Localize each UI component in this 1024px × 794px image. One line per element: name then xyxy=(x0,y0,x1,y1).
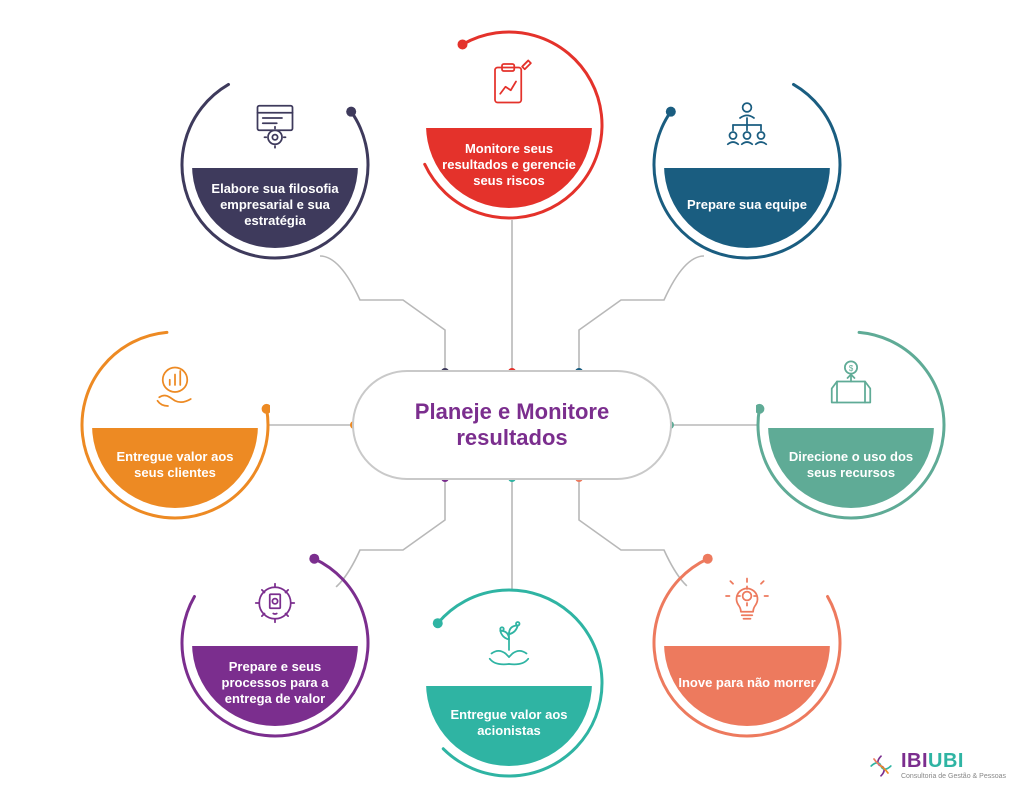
node-inner: Entregue valor aos seus clientes xyxy=(92,342,258,508)
browser-gear-icon xyxy=(192,82,358,168)
hands-plant-icon xyxy=(426,600,592,686)
logo-name: IBIUBI xyxy=(901,751,1006,771)
clipboard-chart-icon xyxy=(426,42,592,128)
svg-text:$: $ xyxy=(849,364,854,373)
node-processes: Prepare e seus processos para a entrega … xyxy=(180,548,370,738)
node-label: Monitore seus resultados e gerencie seus… xyxy=(426,128,592,208)
node-inner: Prepare sua equipe xyxy=(664,82,830,248)
diagram-stage: Planeje e Monitore resultados Elabore su… xyxy=(0,0,1024,794)
node-label: Prepare sua equipe xyxy=(664,168,830,248)
node-label: Entregue valor aos acionistas xyxy=(426,686,592,766)
node-resources: $ Direcione o uso dos seus recursos xyxy=(756,330,946,520)
logo: IBIUBI Consultoria de Gestão & Pessoas xyxy=(867,751,1006,780)
box-coin-icon: $ xyxy=(768,342,934,428)
node-inner: Entregue valor aos acionistas xyxy=(426,600,592,766)
node-inner: Inove para não morrer xyxy=(664,560,830,726)
node-philosophy: Elabore sua filosofia empresarial e sua … xyxy=(180,70,370,260)
node-clients: Entregue valor aos seus clientes xyxy=(80,330,270,520)
hand-chart-icon xyxy=(92,342,258,428)
logo-mark-icon xyxy=(867,752,895,780)
center-title: Planeje e Monitore resultados xyxy=(378,399,646,452)
node-team: Prepare sua equipe xyxy=(652,70,842,260)
node-inner: Monitore seus resultados e gerencie seus… xyxy=(426,42,592,208)
node-innovate: Inove para não morrer xyxy=(652,548,842,738)
node-inner: Elabore sua filosofia empresarial e sua … xyxy=(192,82,358,248)
node-label: Direcione o uso dos seus recursos xyxy=(768,428,934,508)
node-label: Inove para não morrer xyxy=(664,646,830,726)
center-hub: Planeje e Monitore resultados xyxy=(352,370,672,480)
doc-gear-bulb-icon xyxy=(192,560,358,646)
bulb-gear-icon xyxy=(664,560,830,646)
node-label: Prepare e seus processos para a entrega … xyxy=(192,646,358,726)
logo-tagline: Consultoria de Gestão & Pessoas xyxy=(901,773,1006,780)
node-label: Entregue valor aos seus clientes xyxy=(92,428,258,508)
node-label: Elabore sua filosofia empresarial e sua … xyxy=(192,168,358,248)
node-inner: Prepare e seus processos para a entrega … xyxy=(192,560,358,726)
node-monitor: Monitore seus resultados e gerencie seus… xyxy=(414,30,604,220)
node-shareholders: Entregue valor aos acionistas xyxy=(414,588,604,778)
org-chart-icon xyxy=(664,82,830,168)
node-inner: $ Direcione o uso dos seus recursos xyxy=(768,342,934,508)
